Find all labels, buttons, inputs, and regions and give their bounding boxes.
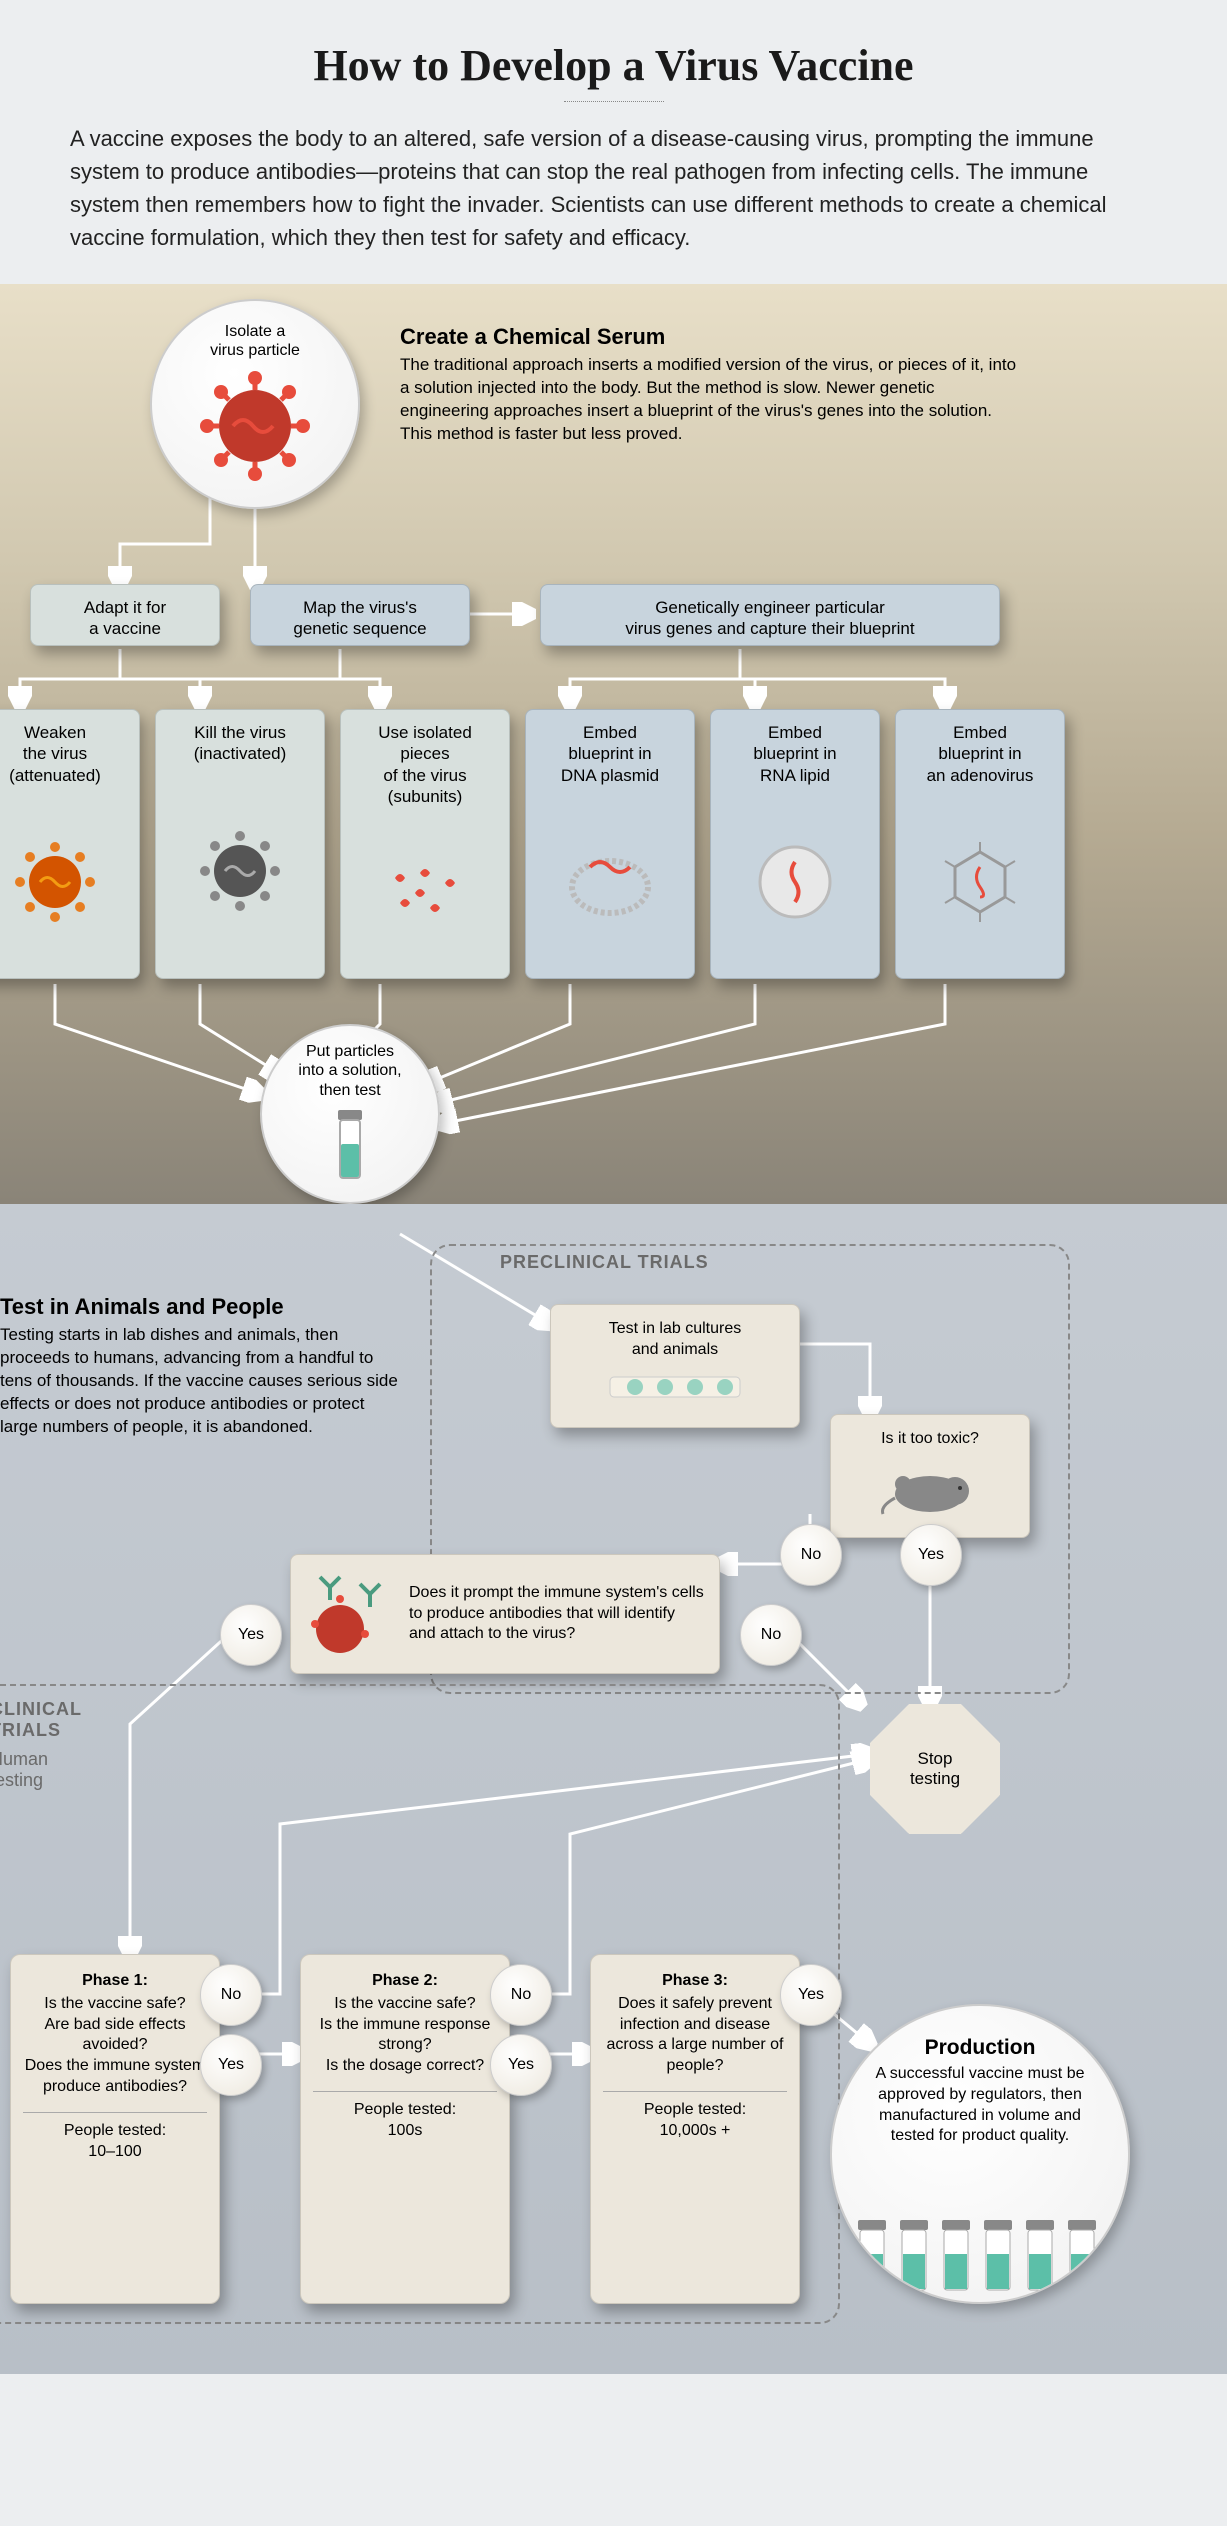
lipid-icon [750, 837, 840, 927]
intro-text: A vaccine exposes the body to an altered… [60, 122, 1167, 254]
adeno-box: Embedblueprint inan adenovirus [895, 709, 1065, 979]
serum-text: Create a Chemical Serum The traditional … [400, 324, 1020, 446]
human-label: Human testing [0, 1749, 48, 1791]
phase1-yes: Yes [200, 2034, 262, 2096]
rna-box: Embedblueprint inRNA lipid [710, 709, 880, 979]
divider [564, 101, 664, 102]
production-heading: Production [856, 2036, 1104, 2060]
lab-box: Test in lab culturesand animals [550, 1304, 800, 1428]
antibody-icon [305, 1569, 395, 1659]
antibodies-yes: Yes [220, 1604, 282, 1666]
virus-orange-icon [10, 837, 100, 927]
kill-box: Kill the virus(inactivated) [155, 709, 325, 979]
plasmid-icon [560, 842, 660, 922]
phase3-box: Phase 3: Does it safely prevent infectio… [590, 1954, 800, 2304]
serum-body: The traditional approach inserts a modif… [400, 354, 1020, 446]
section-serum: Isolate avirus particle Create a Chemica… [0, 284, 1227, 1204]
test-text: Test in Animals and People Testing start… [0, 1294, 400, 1439]
antibodies-no: No [740, 1604, 802, 1666]
serum-heading: Create a Chemical Serum [400, 324, 1020, 350]
vials-icon [850, 2212, 1110, 2302]
dna-box: Embedblueprint inDNA plasmid [525, 709, 695, 979]
production-body: A successful vaccine must be approved by… [856, 2064, 1104, 2147]
virus-icon [195, 366, 315, 486]
phase1-no: No [200, 1964, 262, 2026]
phase3-yes: Yes [780, 1964, 842, 2026]
test-body: Testing starts in lab dishes and animals… [0, 1324, 400, 1439]
isolate-node: Isolate avirus particle [150, 299, 360, 509]
subunits-box: Use isolatedpiecesof the virus(subunits) [340, 709, 510, 979]
clinical-label: CLINICAL TRIALS [0, 1699, 82, 1741]
test-heading: Test in Animals and People [0, 1294, 400, 1320]
solution-label: Put particlesinto a solution,then test [280, 1042, 419, 1100]
weaken-box: Weakenthe virus(attenuated) [0, 709, 140, 979]
preclinical-label: PRECLINICAL TRIALS [500, 1252, 709, 1273]
page-title: How to Develop a Virus Vaccine [60, 40, 1167, 91]
antibodies-box: Does it prompt the immune system's cells… [290, 1554, 720, 1674]
map-box: Map the virus'sgenetic sequence [250, 584, 470, 646]
production-node: Production A successful vaccine must be … [830, 2004, 1130, 2304]
solution-node: Put particlesinto a solution,then test [260, 1024, 440, 1204]
toxic-no: No [780, 1524, 842, 1586]
vials-row [832, 2212, 1128, 2302]
phase2-no: No [490, 1964, 552, 2026]
subunits-icon [380, 858, 470, 928]
mouse-icon [875, 1456, 985, 1516]
virus-grey-icon [195, 826, 285, 916]
petri-icon [605, 1367, 745, 1407]
isolate-label: Isolate avirus particle [192, 322, 318, 360]
stop-node: Stoptesting [870, 1704, 1000, 1834]
header: How to Develop a Virus Vaccine A vaccine… [0, 0, 1227, 284]
adenovirus-icon [935, 837, 1025, 927]
phase1-box: Phase 1: Is the vaccine safe? Are bad si… [10, 1954, 220, 2304]
toxic-yes: Yes [900, 1524, 962, 1586]
section-testing: Test in Animals and People Testing start… [0, 1204, 1227, 2374]
adapt-box: Adapt it fora vaccine [30, 584, 220, 646]
toxic-box: Is it too toxic? [830, 1414, 1030, 1538]
engineer-box: Genetically engineer particularvirus gen… [540, 584, 1000, 646]
phase2-box: Phase 2: Is the vaccine safe? Is the imm… [300, 1954, 510, 2304]
vial-icon [328, 1106, 372, 1186]
phase2-yes: Yes [490, 2034, 552, 2096]
